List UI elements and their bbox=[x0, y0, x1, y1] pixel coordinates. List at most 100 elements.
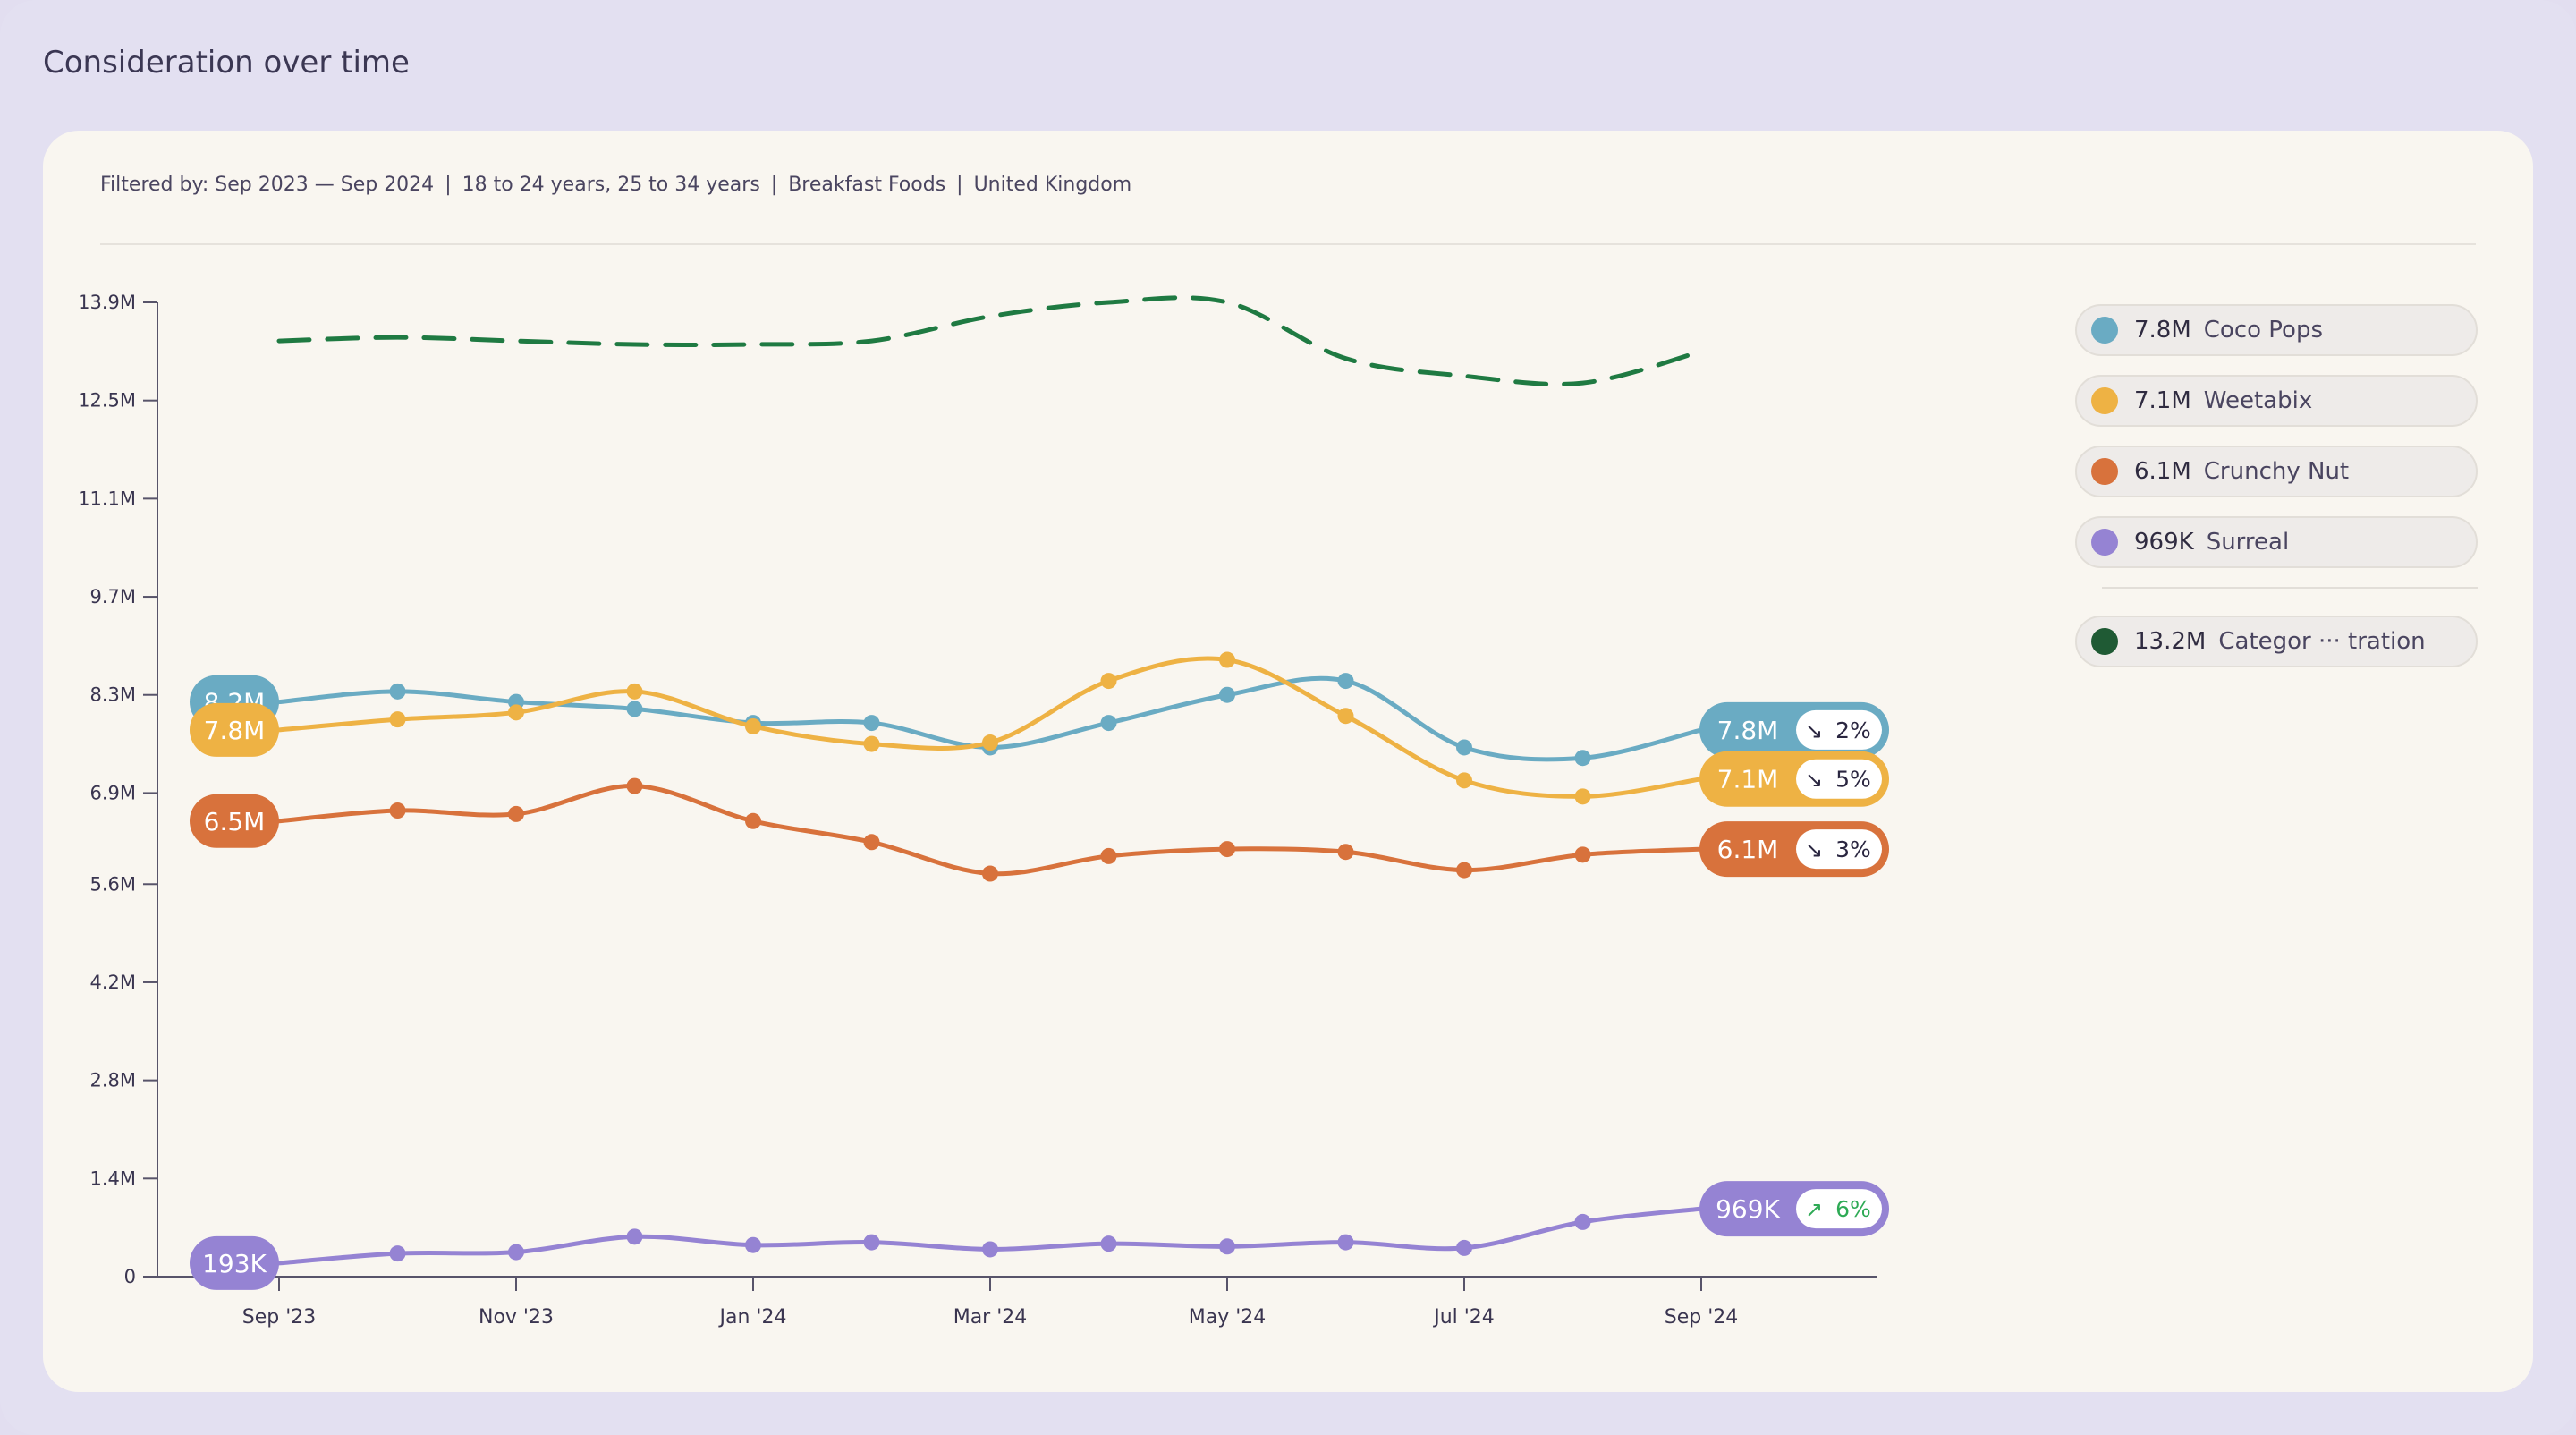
y-tick-label: 6.9M bbox=[89, 782, 136, 803]
legend-dot bbox=[2091, 628, 2118, 655]
end-value-label: 7.1M bbox=[1717, 765, 1779, 794]
legend-item-weetabix[interactable]: 7.1M Weetabix bbox=[2075, 375, 2478, 427]
data-point bbox=[508, 805, 524, 822]
y-tick-label: 4.2M bbox=[89, 972, 136, 993]
filter-separator: | bbox=[956, 174, 963, 196]
data-point bbox=[863, 834, 880, 851]
data-point bbox=[863, 1234, 880, 1251]
change-arrow: ↘ bbox=[1805, 837, 1823, 862]
data-point bbox=[508, 1244, 524, 1261]
filter-label: Filtered by: bbox=[100, 174, 209, 196]
series-line bbox=[276, 656, 1704, 799]
legend-dot bbox=[2091, 387, 2118, 414]
series-weetabix bbox=[276, 651, 1704, 805]
legend-name: Coco Pops bbox=[2203, 317, 2324, 344]
legend-name: Categor ··· tration bbox=[2218, 628, 2426, 655]
legend-name: Weetabix bbox=[2203, 387, 2313, 414]
change-chip bbox=[1796, 709, 1882, 750]
legend-name: Surreal bbox=[2206, 529, 2290, 556]
end-value-badge: 969K ↗ 6% bbox=[1699, 1181, 1889, 1237]
x-tick-label: May '24 bbox=[1189, 1306, 1267, 1329]
y-tick-label: 1.4M bbox=[89, 1168, 136, 1189]
change-arrow: ↘ bbox=[1805, 768, 1823, 793]
data-point bbox=[1574, 846, 1591, 863]
data-point bbox=[1219, 686, 1235, 703]
series-coco-pops bbox=[276, 673, 1704, 767]
data-point bbox=[508, 704, 524, 721]
start-value-badge: 7.8M bbox=[190, 702, 279, 757]
change-arrow: ↗ bbox=[1805, 1197, 1823, 1222]
data-point bbox=[389, 802, 406, 819]
filter-separator: | bbox=[445, 174, 452, 196]
data-point bbox=[1574, 788, 1591, 805]
data-point bbox=[1456, 739, 1472, 756]
change-percent: 6% bbox=[1835, 1196, 1871, 1222]
end-value-label: 969K bbox=[1716, 1194, 1780, 1224]
legend-item-surreal[interactable]: 969K Surreal bbox=[2075, 516, 2478, 568]
data-point bbox=[745, 812, 761, 829]
data-point bbox=[1219, 841, 1235, 858]
change-arrow: ↘ bbox=[1805, 718, 1823, 743]
legend-item-coco-pops[interactable]: 7.8M Coco Pops bbox=[2075, 304, 2478, 356]
start-value-badge: 6.5M bbox=[190, 794, 279, 848]
x-tick-label: Sep '23 bbox=[242, 1306, 317, 1329]
change-chip bbox=[1796, 759, 1882, 799]
y-tick-label: 9.7M bbox=[89, 586, 136, 607]
legend-name: Crunchy Nut bbox=[2203, 458, 2350, 485]
filter-ages: 18 to 24 years, 25 to 34 years bbox=[462, 174, 760, 196]
data-point bbox=[1574, 1213, 1591, 1230]
start-value-badge: 193K bbox=[190, 1235, 279, 1290]
legend-item-crunchy-nut[interactable]: 6.1M Crunchy Nut bbox=[2075, 446, 2478, 497]
filter-region: United Kingdom bbox=[973, 174, 1132, 196]
start-value-label: 6.5M bbox=[204, 807, 266, 836]
y-tick-label: 13.9M bbox=[78, 292, 136, 313]
badge-background bbox=[190, 1235, 279, 1290]
change-percent: 5% bbox=[1835, 767, 1871, 793]
end-value-badge: 6.1M ↘ 3% bbox=[1699, 821, 1889, 878]
data-point bbox=[389, 1245, 406, 1262]
series-crunchy-nut bbox=[276, 777, 1704, 882]
change-percent: 2% bbox=[1835, 718, 1871, 743]
divider bbox=[100, 243, 2476, 245]
end-value-label: 6.1M bbox=[1717, 835, 1779, 864]
data-point bbox=[982, 734, 998, 751]
filter-summary: Filtered by: Sep 2023 — Sep 2024 | 18 to 2… bbox=[100, 174, 1131, 196]
data-point bbox=[1337, 708, 1354, 725]
x-tick-label: Jan '24 bbox=[718, 1306, 787, 1329]
series-line bbox=[276, 295, 1704, 386]
x-tick-label: Jul '24 bbox=[1432, 1306, 1495, 1329]
y-tick-label: 12.5M bbox=[78, 390, 136, 412]
y-tick-label: 11.1M bbox=[78, 488, 136, 509]
filter-date-range: Sep 2023 — Sep 2024 bbox=[215, 174, 435, 196]
end-value-badge: 7.8M ↘ 2% bbox=[1699, 701, 1889, 758]
legend-value: 6.1M bbox=[2134, 458, 2191, 485]
data-point bbox=[626, 777, 643, 794]
legend-dot bbox=[2091, 317, 2118, 344]
data-point bbox=[626, 701, 643, 718]
filter-category: Breakfast Foods bbox=[788, 174, 946, 196]
data-point bbox=[1219, 1238, 1235, 1255]
legend: 7.8M Coco Pops 7.1M Weetabix 6.1M Crunch… bbox=[2075, 304, 2478, 686]
chart-card: Filtered by: Sep 2023 — Sep 2024 | 18 to 2… bbox=[43, 131, 2533, 1392]
y-tick-label: 2.8M bbox=[89, 1070, 136, 1091]
data-point bbox=[1100, 847, 1117, 864]
data-point bbox=[745, 718, 761, 734]
change-percent: 3% bbox=[1835, 836, 1871, 862]
end-value-badge: 7.1M ↘ 5% bbox=[1699, 751, 1889, 807]
y-tick-label: 8.3M bbox=[89, 684, 136, 706]
legend-value: 7.1M bbox=[2134, 387, 2191, 414]
data-point bbox=[1337, 844, 1354, 861]
legend-item-category[interactable]: 13.2M Categor ··· tration bbox=[2075, 616, 2478, 667]
y-tick-label: 5.6M bbox=[89, 873, 136, 895]
legend-value: 13.2M bbox=[2134, 628, 2207, 655]
data-point bbox=[1456, 862, 1472, 879]
data-point bbox=[1100, 715, 1117, 732]
page-title: Consideration over time bbox=[43, 45, 410, 81]
legend-dot bbox=[2091, 458, 2118, 485]
line-chart: 0 1.4M 2.8M 4.2M 5.6M 6.9M 8.3M 9.7M 11.1M 12.5M 1… bbox=[78, 292, 1889, 1329]
filter-separator: | bbox=[770, 174, 778, 196]
change-chip bbox=[1796, 829, 1882, 870]
legend-dot bbox=[2091, 529, 2118, 556]
x-tick-label: Nov '23 bbox=[479, 1306, 554, 1329]
